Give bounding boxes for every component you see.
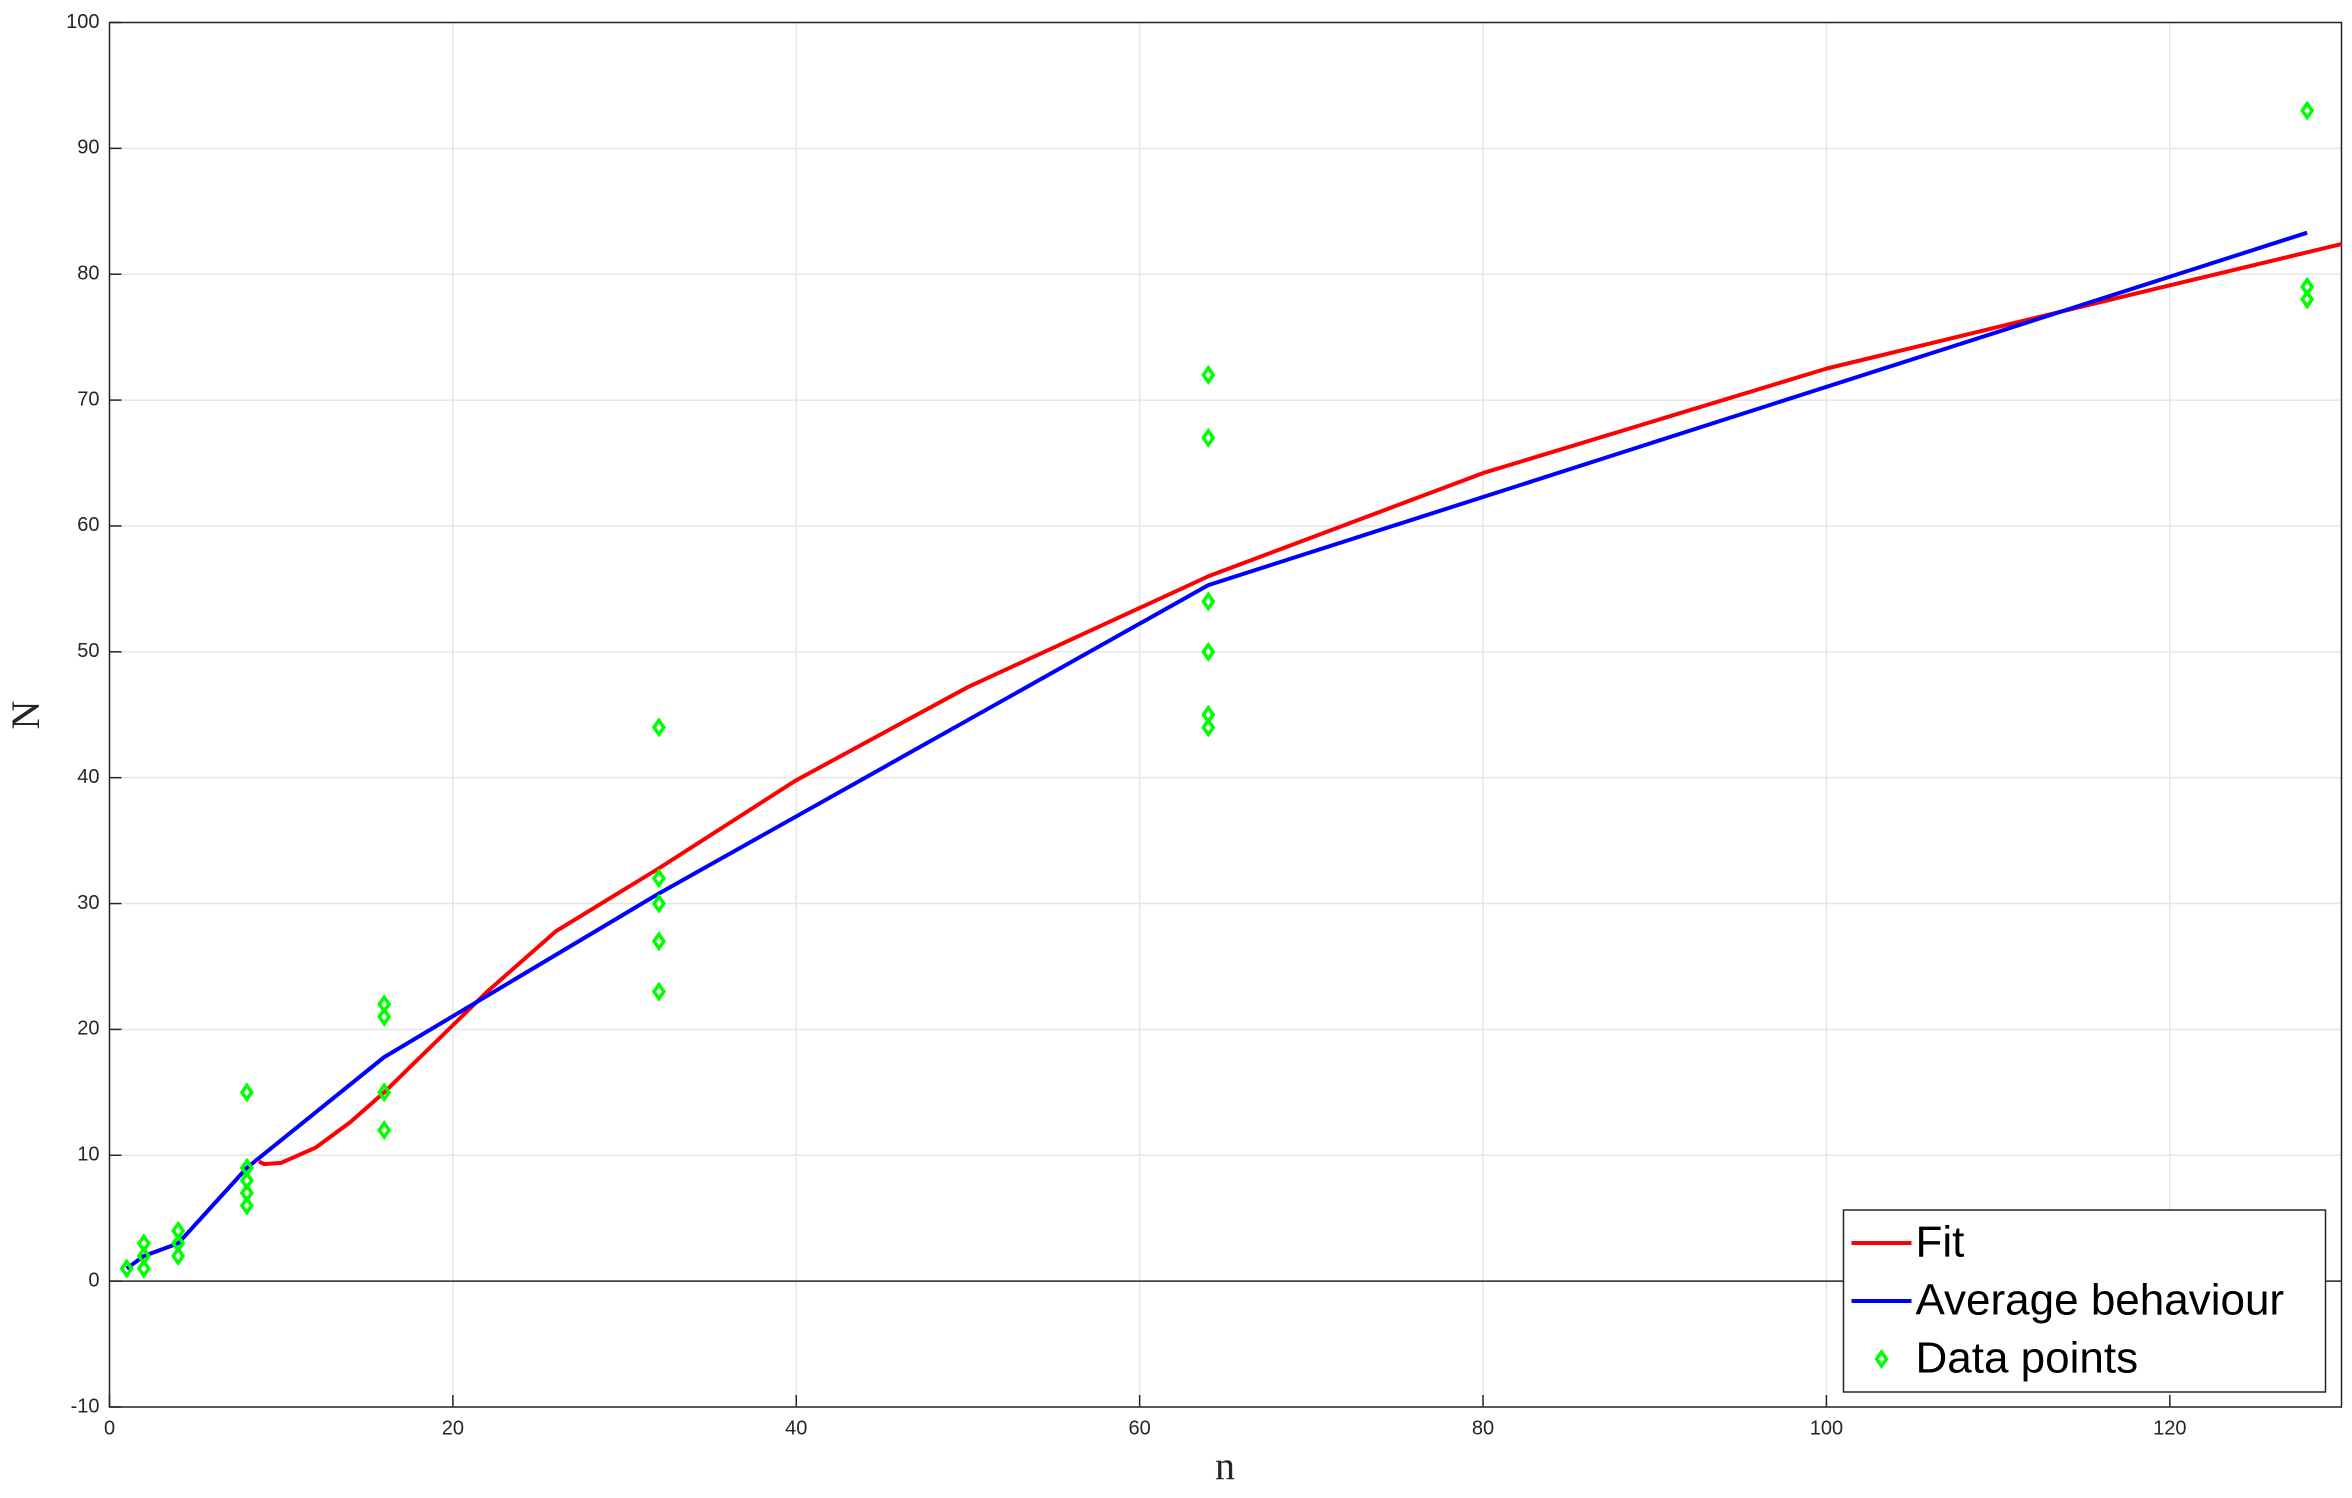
data-point: [171, 1220, 186, 1241]
data-point: [651, 893, 666, 914]
data-point: [2300, 100, 2315, 121]
plot-frame: [108, 21, 2343, 1408]
x-tick-label: 40: [785, 1417, 807, 1439]
data-point: [377, 1120, 392, 1141]
legend-label: Fit: [1916, 1218, 1965, 1267]
data-point: [136, 1258, 151, 1279]
x-tick-label: 20: [442, 1417, 464, 1439]
y-tick-label: 20: [77, 1018, 99, 1040]
y-tick-label: 40: [77, 766, 99, 788]
y-tick-label: 70: [77, 388, 99, 410]
data-point: [136, 1245, 151, 1267]
x-axis-label: n: [1215, 1443, 1235, 1488]
data-point: [239, 1157, 254, 1178]
x-tick-label: 100: [1810, 1417, 1843, 1439]
x-tick-label: 120: [2153, 1417, 2186, 1439]
data-point: [119, 1258, 134, 1279]
data-point: [377, 994, 392, 1015]
data-point: [377, 1082, 392, 1103]
data-point: [2300, 289, 2315, 310]
data-point: [1201, 641, 1216, 662]
data-point: [1201, 591, 1216, 612]
y-axis-label: N: [3, 701, 48, 730]
y-tick-label: 0: [88, 1269, 99, 1291]
y-tick-label: 30: [77, 892, 99, 914]
data-point: [239, 1182, 254, 1204]
legend-box: [1842, 1209, 2327, 1393]
data-point: [239, 1170, 254, 1191]
data-point: [136, 1233, 151, 1254]
line-series: [257, 242, 2342, 1167]
y-tick-label: 60: [77, 514, 99, 536]
legend-label: Average behaviour: [1916, 1276, 2285, 1325]
data-point: [1201, 364, 1216, 385]
y-tick-label: 90: [77, 137, 99, 159]
data-point: [1201, 427, 1216, 448]
y-tick-label: 100: [66, 11, 99, 33]
x-tick-label: 0: [104, 1417, 115, 1439]
y-tick-label: 50: [77, 640, 99, 662]
y-tick-label: -10: [71, 1395, 100, 1417]
x-tick-label: 80: [1472, 1417, 1494, 1439]
line-series: [125, 230, 2308, 1271]
data-point: [171, 1245, 186, 1267]
data-point: [377, 1006, 392, 1027]
x-tick-label: 60: [1129, 1417, 1151, 1439]
data-point: [171, 1233, 186, 1254]
legend-swatch: [1874, 1348, 1889, 1370]
legend-label: Data points: [1916, 1334, 2139, 1383]
data-point: [2300, 276, 2315, 297]
y-tick-label: 10: [77, 1144, 99, 1166]
data-point: [651, 981, 666, 1002]
data-point: [239, 1195, 254, 1216]
data-point: [239, 1082, 254, 1103]
data-point: [651, 868, 666, 889]
y-tick-label: 80: [77, 263, 99, 285]
data-point: [1201, 704, 1216, 725]
data-point: [1201, 717, 1216, 738]
data-point: [651, 931, 666, 952]
data-point: [651, 717, 666, 738]
